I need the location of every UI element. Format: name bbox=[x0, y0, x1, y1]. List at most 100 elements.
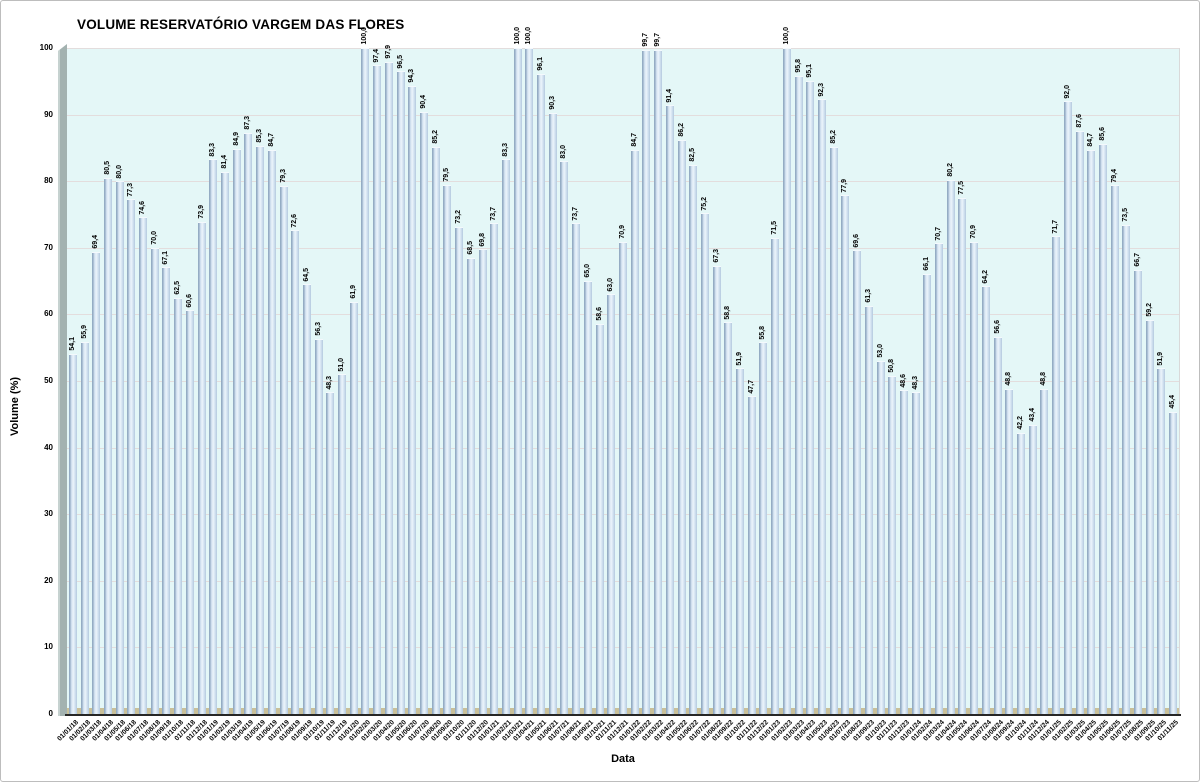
y-tick-label: 50 bbox=[44, 376, 53, 385]
bar bbox=[712, 265, 721, 714]
bar-value-label: 77,3 bbox=[127, 182, 135, 197]
bar-value-label: 70,7 bbox=[935, 226, 943, 241]
x-axis-title: Data bbox=[611, 753, 635, 765]
bar bbox=[829, 146, 838, 714]
y-tick-labels: 0 10 20 30 40 50 60 70 80 90 100 bbox=[13, 43, 59, 718]
bar bbox=[817, 99, 826, 714]
bar-value-label: 48,8 bbox=[1040, 372, 1048, 386]
bar bbox=[935, 243, 944, 714]
bar-value-label: 51,9 bbox=[736, 351, 744, 366]
y-tick-label: 70 bbox=[44, 242, 53, 252]
bar bbox=[794, 75, 803, 714]
bar bbox=[302, 284, 311, 714]
bar-value-label: 84,9 bbox=[232, 131, 240, 146]
bar bbox=[724, 322, 733, 714]
bar bbox=[349, 301, 358, 714]
bar-value-label: 48,3 bbox=[911, 375, 919, 390]
bar-value-label: 99,7 bbox=[654, 33, 662, 47]
bar-value-label: 73,2 bbox=[455, 209, 463, 224]
bar bbox=[127, 199, 136, 714]
bar-value-label: 71,5 bbox=[771, 221, 779, 235]
bar-value-label: 96,1 bbox=[537, 57, 545, 71]
bar bbox=[923, 273, 932, 714]
bar-value-label: 87,6 bbox=[1075, 113, 1083, 128]
bar-value-label: 65,0 bbox=[583, 264, 591, 279]
bar bbox=[1063, 101, 1072, 714]
bar-value-label: 48,3 bbox=[326, 375, 334, 390]
bar bbox=[1145, 319, 1154, 714]
bar bbox=[1157, 368, 1166, 714]
bar bbox=[782, 48, 791, 714]
bar-value-label: 97,9 bbox=[384, 45, 392, 59]
bar-value-label: 61,9 bbox=[349, 285, 357, 299]
bar bbox=[1134, 269, 1143, 714]
bar bbox=[373, 65, 382, 714]
bar-value-label: 100,0 bbox=[782, 27, 790, 45]
bar bbox=[92, 251, 101, 714]
bar bbox=[665, 105, 674, 714]
bar-value-label: 85,2 bbox=[829, 129, 837, 144]
bar-value-label: 59,2 bbox=[1145, 303, 1153, 317]
bar-value-label: 60,6 bbox=[185, 293, 193, 308]
y-tick-label: 40 bbox=[44, 442, 53, 452]
bar bbox=[103, 177, 112, 714]
bar-value-label: 80,2 bbox=[946, 163, 954, 177]
y-tick-label: 10 bbox=[44, 642, 53, 652]
bar-value-label: 96,5 bbox=[396, 54, 404, 69]
bar bbox=[736, 368, 745, 714]
bar-value-label: 68,5 bbox=[466, 241, 474, 255]
bar-value-label: 42,2 bbox=[1016, 416, 1024, 430]
bar-value-label: 73,9 bbox=[197, 205, 205, 219]
bar-value-label: 92,0 bbox=[1063, 84, 1071, 99]
bar bbox=[911, 392, 920, 714]
bar bbox=[209, 159, 218, 714]
bar bbox=[1110, 185, 1119, 714]
bar-value-label: 83,0 bbox=[560, 144, 568, 159]
bar bbox=[1052, 236, 1061, 714]
bar-value-label: 66,1 bbox=[923, 257, 931, 271]
bar bbox=[139, 217, 148, 714]
gridline bbox=[67, 114, 1179, 116]
bar-value-label: 95,1 bbox=[806, 64, 814, 78]
bar-value-label: 90,3 bbox=[548, 95, 556, 110]
bar bbox=[291, 230, 300, 714]
bar bbox=[841, 195, 850, 714]
bar bbox=[970, 241, 979, 714]
bar-value-label: 100,0 bbox=[513, 27, 521, 45]
bar bbox=[747, 396, 756, 714]
bar bbox=[888, 375, 897, 714]
bar bbox=[162, 267, 171, 714]
bar bbox=[244, 132, 253, 714]
bar-value-label: 84,7 bbox=[1087, 133, 1095, 147]
bar-value-label: 58,6 bbox=[595, 307, 603, 321]
bar-value-label: 67,3 bbox=[712, 249, 720, 263]
bar bbox=[431, 146, 440, 714]
bar-value-label: 85,6 bbox=[1098, 127, 1106, 141]
bar bbox=[876, 361, 885, 714]
bar bbox=[361, 48, 370, 714]
bar bbox=[80, 341, 89, 714]
bar-value-label: 81,4 bbox=[221, 155, 229, 169]
bar-value-label: 80,0 bbox=[115, 164, 123, 179]
bar bbox=[537, 73, 546, 714]
bar-value-label: 87,3 bbox=[244, 115, 252, 130]
bar-value-label: 72,6 bbox=[291, 213, 299, 228]
bar-value-label: 77,9 bbox=[841, 178, 849, 193]
bar bbox=[853, 250, 862, 714]
bar bbox=[197, 221, 206, 714]
bar bbox=[630, 149, 639, 714]
bar-value-label: 75,2 bbox=[700, 196, 708, 211]
bar-value-label: 53,0 bbox=[876, 344, 884, 359]
bar bbox=[1098, 143, 1107, 714]
bar-value-label: 56,6 bbox=[993, 320, 1001, 335]
bar-value-label: 48,6 bbox=[899, 373, 907, 388]
bar-value-label: 92,3 bbox=[817, 82, 825, 97]
y-tick-label: 20 bbox=[44, 575, 53, 585]
bar bbox=[466, 257, 475, 714]
bar bbox=[314, 339, 323, 714]
bar-value-label: 67,1 bbox=[162, 250, 170, 265]
bar-value-label: 74,6 bbox=[139, 200, 147, 215]
bar-value-label: 86,2 bbox=[677, 123, 685, 137]
bar-value-label: 73,7 bbox=[572, 206, 580, 221]
